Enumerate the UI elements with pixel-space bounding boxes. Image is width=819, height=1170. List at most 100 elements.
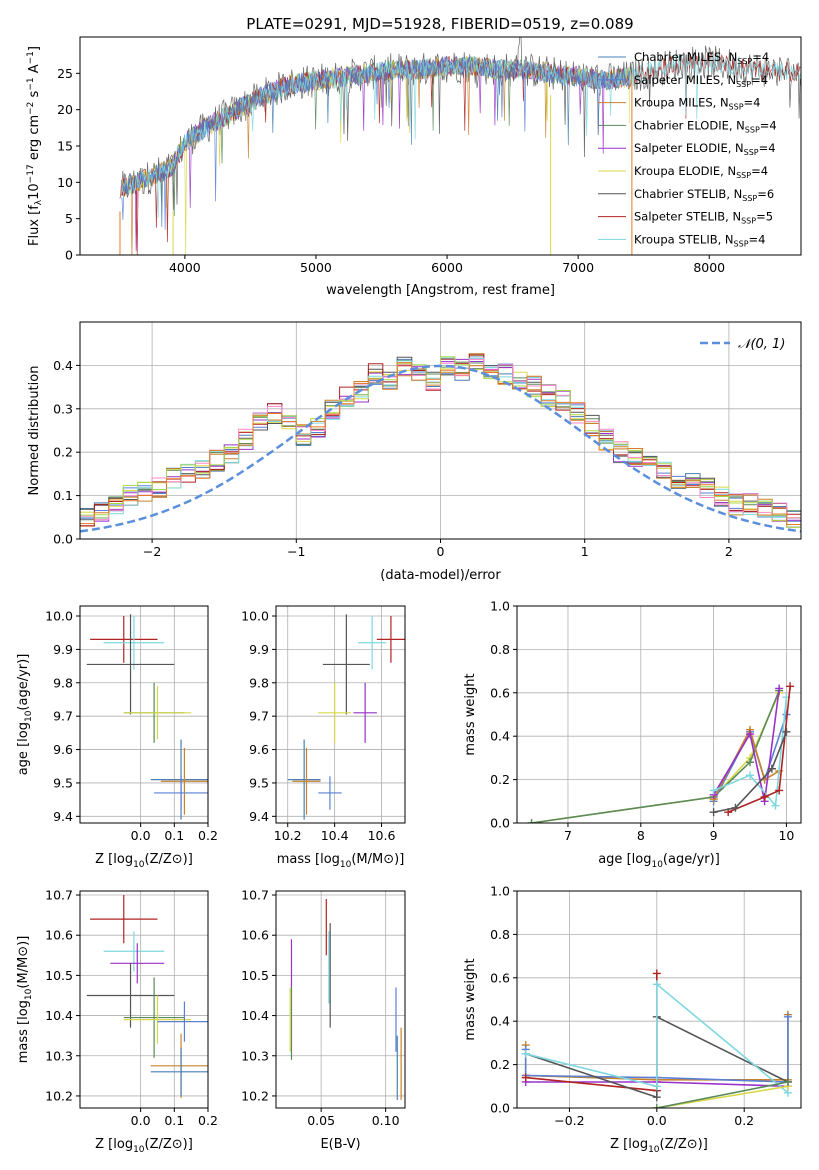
histogram-step — [80, 354, 801, 531]
legend-text: =4 — [751, 73, 768, 87]
y-tick-label: 9.7 — [249, 709, 269, 724]
weight-marker — [521, 1073, 530, 1082]
x-tick-label: 0.2 — [198, 1113, 218, 1128]
panel-spectrum: 4000 5000 6000 7000 8000 0 5 10 15 20 25 wavelength… — [26, 36, 802, 298]
label-part: ] — [27, 46, 42, 51]
x-tick-label: 0.1 — [164, 828, 184, 843]
axes-frame — [79, 890, 209, 1109]
x-axis-label: mass [log10(M/M⊙)] — [277, 852, 405, 870]
y-tick-label: 9.6 — [249, 742, 269, 757]
histogram-step — [80, 353, 801, 527]
legend-sub: SSP — [742, 194, 757, 203]
legend-label: Kroupa MILES, NSSP=4 — [634, 96, 760, 112]
y-tick-label: 10.4 — [241, 1008, 269, 1023]
legend-sub: SSP — [744, 148, 759, 157]
weight-line — [713, 731, 788, 813]
y-tick-label: 9.8 — [249, 675, 269, 690]
panel-mass-vs-Z: 0.0 0.1 0.210.210.310.410.510.610.7Z [log1… — [16, 888, 218, 1155]
x-tick-label: 0.05 — [307, 1113, 335, 1128]
y-axis-label: mass weight — [463, 673, 478, 755]
label-sub: 10 — [24, 988, 34, 1000]
label-part: (M/M⊙)] — [16, 936, 31, 989]
weight-marker — [771, 801, 780, 810]
label-part: (age/yr)] — [663, 852, 720, 867]
y-tick-label: 20 — [57, 102, 73, 117]
x-tick-label: −1 — [287, 544, 305, 559]
weight-marker — [775, 786, 784, 795]
x-tick-label: 8 — [637, 828, 645, 843]
weight-marker — [527, 819, 536, 823]
legend-sub: SSP — [734, 239, 749, 248]
legend-text: Salpeter STELIB, N — [634, 210, 741, 224]
x-tick-label: 0 — [437, 544, 445, 559]
y-tick-label: 0.4 — [53, 358, 73, 373]
legend-sub: SSP — [729, 103, 744, 112]
weight-marker — [652, 1104, 661, 1108]
label-part: (Z/Z⊙)] — [660, 1137, 708, 1152]
legend-sub: SSP — [741, 217, 756, 226]
grid-lines — [276, 606, 405, 823]
y-axis-label: Flux [fλ10−17 erg cm−2 s−1 A−1] — [26, 46, 44, 246]
legend-text: Kroupa STELIB, N — [634, 232, 734, 246]
axes-frame — [275, 605, 406, 824]
x-axis-label: Z [log10(Z/Z⊙)] — [610, 1137, 708, 1155]
y-tick-label: 0.0 — [490, 816, 510, 831]
y-tick-label: 0.8 — [490, 642, 510, 657]
label-part: (M/M⊙)] — [351, 852, 404, 867]
y-tick-label: 9.8 — [53, 675, 73, 690]
x-tick-label: 10.2 — [274, 828, 302, 843]
plot-area — [86, 614, 208, 820]
plot-area — [86, 895, 208, 1098]
x-tick-label: 0.0 — [647, 1113, 667, 1128]
x-tick-label: 10.6 — [368, 828, 396, 843]
x-tick-label: 9 — [710, 828, 718, 843]
weight-line — [531, 690, 780, 823]
y-tick-label: 10.2 — [45, 1088, 73, 1103]
y-tick-label: 9.4 — [249, 809, 269, 824]
label-part: (age/yr)] — [16, 654, 31, 711]
plot-area — [287, 614, 405, 820]
weight-line — [713, 697, 788, 808]
x-tick-label: 10 — [778, 828, 794, 843]
x-tick-label: 0.1 — [164, 1113, 184, 1128]
weight-marker — [746, 758, 755, 767]
legend-text: =4 — [752, 50, 769, 64]
label-part: mass [log — [277, 852, 340, 867]
grid-lines — [80, 322, 801, 540]
x-tick-label: 6000 — [431, 260, 463, 275]
histogram-step — [80, 356, 801, 530]
y-tick-label: 0 — [65, 248, 73, 263]
x-tick-label: −2 — [143, 544, 161, 559]
label-sub: 10 — [133, 860, 145, 870]
y-tick-label: 9.9 — [53, 642, 73, 657]
legend-text: Kroupa MILES, N — [634, 96, 729, 110]
plot-area — [521, 969, 792, 1108]
y-tick-label: 0.2 — [490, 772, 510, 787]
legend-text: Salpeter MILES, N — [634, 73, 736, 87]
label-sub: 10 — [340, 860, 352, 870]
histogram-step — [80, 362, 801, 533]
axes-frame — [79, 605, 209, 824]
y-tick-label: 0.8 — [490, 927, 510, 942]
x-axis-label: E(B-V) — [320, 1137, 360, 1152]
weight-marker — [760, 792, 769, 801]
plot-area — [527, 682, 795, 823]
y-axis-label: age [log10(age/yr)] — [16, 654, 34, 776]
legend-text: =6 — [757, 187, 774, 201]
weight-marker — [746, 730, 755, 739]
y-tick-label: 0.2 — [53, 445, 73, 460]
legend-label: Salpeter STELIB, NSSP=5 — [634, 210, 773, 226]
y-tick-label: 10 — [57, 175, 73, 190]
x-tick-label: 8000 — [693, 260, 725, 275]
legend-text: =4 — [760, 118, 777, 132]
panel-age-vs-Z: 0.0 0.1 0.29.49.59.69.79.89.910.0Z [log10(… — [16, 605, 218, 870]
y-tick-label: 10.7 — [241, 888, 269, 903]
y-tick-label: 0.6 — [490, 685, 510, 700]
y-tick-label: 0.6 — [490, 970, 510, 985]
x-tick-label: −0.2 — [554, 1113, 584, 1128]
label-sup: −17 — [26, 164, 36, 183]
y-tick-label: 0.0 — [53, 532, 73, 547]
legend-text: Salpeter ELODIE, N — [634, 141, 744, 155]
y-tick-label: 0.4 — [490, 1014, 510, 1029]
y-tick-label: 1.0 — [490, 599, 510, 614]
